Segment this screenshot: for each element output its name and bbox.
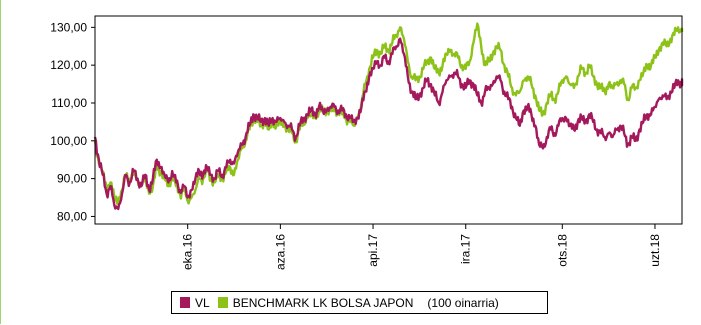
y-tick-label: 100,00 bbox=[50, 134, 87, 148]
x-tick-label: ots.18 bbox=[555, 234, 569, 267]
y-tick-label: 110,00 bbox=[51, 96, 87, 110]
x-axis: eka.16aza.16api.17ira.17ots.18uzt.18abe.… bbox=[181, 224, 662, 270]
series-line-vl bbox=[93, 37, 684, 211]
legend-item-benchmark: BENCHMARK LK BOLSA JAPON bbox=[217, 295, 414, 310]
legend-swatch-vl bbox=[180, 297, 190, 308]
legend-item-vl: VL bbox=[180, 296, 210, 310]
y-tick-label: 90,00 bbox=[57, 172, 87, 186]
x-tick-label: aza.16 bbox=[273, 234, 287, 270]
legend: VL BENCHMARK LK BOLSA JAPON (100 oinarri… bbox=[171, 291, 548, 314]
x-tick-label: ira.17 bbox=[459, 234, 473, 264]
x-tick-label: api.17 bbox=[366, 234, 380, 267]
y-tick-label: 80,00 bbox=[57, 209, 87, 223]
plot-area-border bbox=[94, 15, 683, 225]
x-tick-label: uzt.18 bbox=[648, 234, 662, 267]
line-chart: 80,00 90,00 100,00 110,00 120,00 130,00 eka.1… bbox=[50, 15, 684, 270]
y-axis: 80,00 90,00 100,00 110,00 120,00 130,00 bbox=[50, 20, 95, 223]
y-tick-label: 120,00 bbox=[50, 58, 87, 72]
series-layer bbox=[93, 22, 684, 211]
legend-label-benchmark: BENCHMARK LK BOLSA JAPON bbox=[232, 295, 414, 310]
legend-swatch-benchmark bbox=[217, 297, 228, 308]
x-tick-label: eka.16 bbox=[181, 234, 195, 270]
y-tick-label: 130,00 bbox=[50, 20, 87, 34]
series-line-benchmark bbox=[93, 22, 684, 205]
legend-note: (100 oinarria) bbox=[427, 295, 499, 310]
legend-label-vl: VL bbox=[195, 295, 210, 310]
